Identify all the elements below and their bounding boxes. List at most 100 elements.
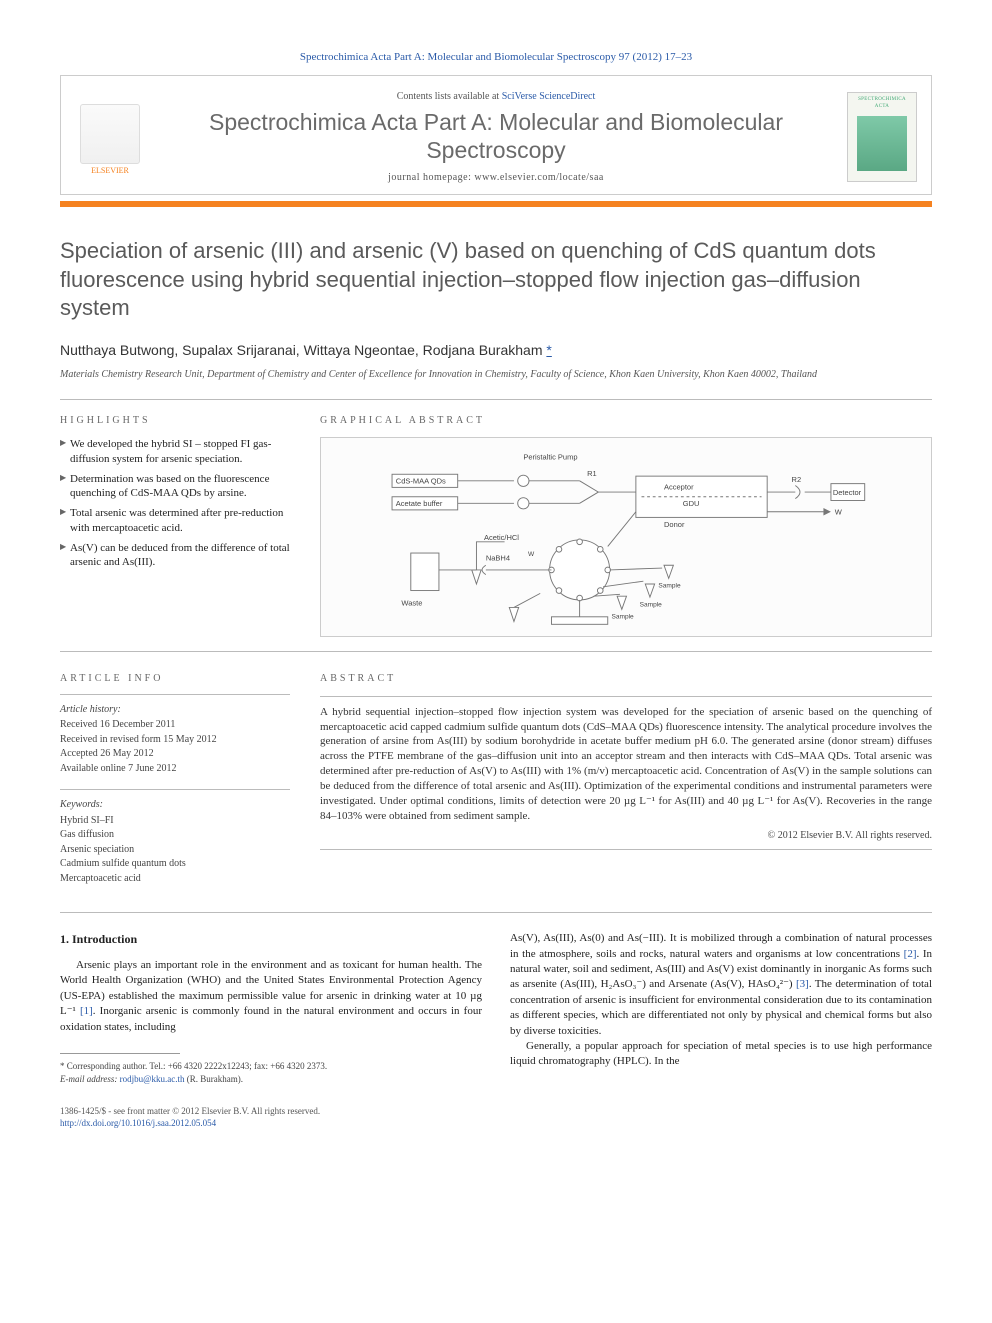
email-link[interactable]: rodjbu@kku.ac.th (120, 1074, 185, 1084)
ga-sample1: Sample (611, 614, 634, 621)
header-middle: Contents lists available at SciVerse Sci… (161, 90, 831, 184)
keyword-item: Arsenic speciation (60, 843, 290, 857)
authors-text: Nutthaya Butwong, Supalax Srijaranai, Wi… (60, 342, 546, 358)
divider (320, 696, 932, 697)
history-item: Available online 7 June 2012 (60, 762, 290, 776)
intro-left-column: 1. Introduction Arsenic plays an importa… (60, 931, 482, 1085)
intro-paragraph: Arsenic plays an important role in the e… (60, 958, 482, 1035)
intro-right-column: As(V), As(III), As(0) and As(−III). It i… (510, 931, 932, 1085)
history-item: Received 16 December 2011 (60, 718, 290, 732)
article-info-block: ARTICLE INFO Article history: Received 1… (60, 672, 290, 886)
highlight-item: We developed the hybrid SI – stopped FI … (60, 437, 290, 466)
ga-label: GRAPHICAL ABSTRACT (320, 414, 932, 428)
article-title: Speciation of arsenic (III) and arsenic … (60, 237, 932, 323)
journal-name: Spectrochimica Acta Part A: Molecular an… (161, 109, 831, 164)
footer-left: 1386-1425/$ - see front matter © 2012 El… (60, 1105, 320, 1129)
ga-waste: W (834, 508, 842, 517)
ga-donor: Donor (664, 520, 685, 529)
highlights-label: HIGHLIGHTS (60, 414, 290, 428)
ga-pump-label: Peristaltic Pump (523, 452, 577, 461)
ref-link-1[interactable]: [1] (80, 1005, 93, 1017)
contents-text: Contents lists available at (397, 91, 502, 102)
elsevier-tree-icon (80, 104, 140, 164)
abstract-block: ABSTRACT A hybrid sequential injection–s… (320, 672, 932, 886)
divider (320, 849, 932, 850)
ga-w: W (528, 551, 535, 558)
ga-gdu: GDU (682, 499, 699, 508)
keyword-item: Cadmium sulfide quantum dots (60, 857, 290, 871)
abstract-body: A hybrid sequential injection–stopped fl… (320, 705, 932, 824)
email-label: E-mail address: (60, 1074, 120, 1084)
ga-acceptor: Acceptor (664, 482, 694, 491)
footnotes-block: * Corresponding author. Tel.: +66 4320 2… (60, 1060, 482, 1085)
history-item: Received in revised form 15 May 2012 (60, 733, 290, 747)
ga-waste2: Waste (401, 599, 422, 608)
highlights-block: HIGHLIGHTS We developed the hybrid SI – … (60, 414, 290, 638)
info-abstract-row: ARTICLE INFO Article history: Received 1… (60, 672, 932, 886)
corresponding-star-link[interactable]: * (546, 342, 551, 358)
keywords-label: Keywords: (60, 798, 290, 812)
ref-link-2[interactable]: [2] (904, 948, 917, 960)
article-info-label: ARTICLE INFO (60, 672, 290, 686)
page: Spectrochimica Acta Part A: Molecular an… (0, 0, 992, 1159)
keywords-block: Keywords: Hybrid SI–FI Gas diffusion Ars… (60, 798, 290, 885)
ga-acetic: Acetic/HCl (483, 533, 518, 542)
ga-detector: Detector (832, 488, 861, 497)
abstract-copyright: © 2012 Elsevier B.V. All rights reserved… (320, 829, 932, 843)
intro-section: 1. Introduction Arsenic plays an importa… (60, 912, 932, 1085)
intro-paragraph: Generally, a popular approach for specia… (510, 1039, 932, 1070)
author-list: Nutthaya Butwong, Supalax Srijaranai, Wi… (60, 341, 932, 360)
email-footnote: E-mail address: rodjbu@kku.ac.th (R. Bur… (60, 1073, 482, 1086)
keyword-item: Mercaptoacetic acid (60, 872, 290, 886)
divider (60, 912, 932, 913)
ga-r2: R2 (791, 475, 801, 484)
footer-front-matter: 1386-1425/$ - see front matter © 2012 El… (60, 1105, 320, 1117)
footnote-separator (60, 1053, 180, 1054)
highlight-item: Total arsenic was determined after pre-r… (60, 506, 290, 535)
abstract-label: ABSTRACT (320, 672, 932, 686)
ga-nabh4: NaBH4 (485, 554, 509, 563)
publisher-label: ELSEVIER (91, 166, 129, 177)
affiliation: Materials Chemistry Research Unit, Depar… (60, 368, 932, 381)
journal-homepage: journal homepage: www.elsevier.com/locat… (161, 171, 831, 185)
keyword-item: Gas diffusion (60, 828, 290, 842)
ga-sample3: Sample (658, 583, 681, 590)
divider (60, 651, 932, 652)
highlight-item: As(V) can be deduced from the difference… (60, 541, 290, 570)
intro-text: As(V), As(III), As(0) and As(−III). It i… (510, 932, 932, 959)
intro-paragraph: As(V), As(III), As(0) and As(−III). It i… (510, 931, 932, 1039)
ref-link-3[interactable]: [3] (796, 978, 809, 990)
article-history: Article history: Received 16 December 20… (60, 703, 290, 776)
page-footer: 1386-1425/$ - see front matter © 2012 El… (60, 1105, 932, 1129)
intro-columns: 1. Introduction Arsenic plays an importa… (60, 931, 932, 1085)
top-citation: Spectrochimica Acta Part A: Molecular an… (60, 50, 932, 65)
sciencedirect-link[interactable]: SciVerse ScienceDirect (502, 91, 596, 102)
ga-sample2: Sample (639, 602, 662, 609)
elsevier-logo: ELSEVIER (75, 97, 145, 177)
divider (60, 789, 290, 790)
ga-r1: R1 (587, 469, 597, 478)
cover-label: SPECTROCHIMICA ACTA (852, 97, 912, 111)
email-tail: (R. Burakham). (184, 1074, 243, 1084)
ga-cds: CdS-MAA QDs (395, 477, 445, 486)
graphical-abstract-block: GRAPHICAL ABSTRACT Peristaltic Pump CdS-… (320, 414, 932, 638)
divider (60, 399, 932, 400)
ga-diagram: Peristaltic Pump CdS-MAA QDs Acetate buf… (320, 437, 932, 637)
ga-buffer: Acetate buffer (395, 499, 442, 508)
highlights-list: We developed the hybrid SI – stopped FI … (60, 437, 290, 569)
divider (60, 694, 290, 695)
journal-header: ELSEVIER Contents lists available at Sci… (60, 75, 932, 195)
cover-image-icon (857, 116, 907, 171)
corresponding-footnote: * Corresponding author. Tel.: +66 4320 2… (60, 1060, 482, 1073)
history-label: Article history: (60, 703, 290, 717)
history-item: Accepted 26 May 2012 (60, 747, 290, 761)
contents-available: Contents lists available at SciVerse Sci… (161, 90, 831, 104)
journal-cover-thumb: SPECTROCHIMICA ACTA (847, 92, 917, 182)
intro-text: . Inorganic arsenic is commonly found in… (60, 1005, 482, 1032)
orange-divider (60, 201, 932, 207)
doi-link[interactable]: http://dx.doi.org/10.1016/j.saa.2012.05.… (60, 1118, 216, 1128)
highlight-item: Determination was based on the fluoresce… (60, 472, 290, 501)
ga-svg: Peristaltic Pump CdS-MAA QDs Acetate buf… (352, 448, 901, 626)
highlights-ga-row: HIGHLIGHTS We developed the hybrid SI – … (60, 414, 932, 638)
intro-heading: 1. Introduction (60, 931, 482, 948)
